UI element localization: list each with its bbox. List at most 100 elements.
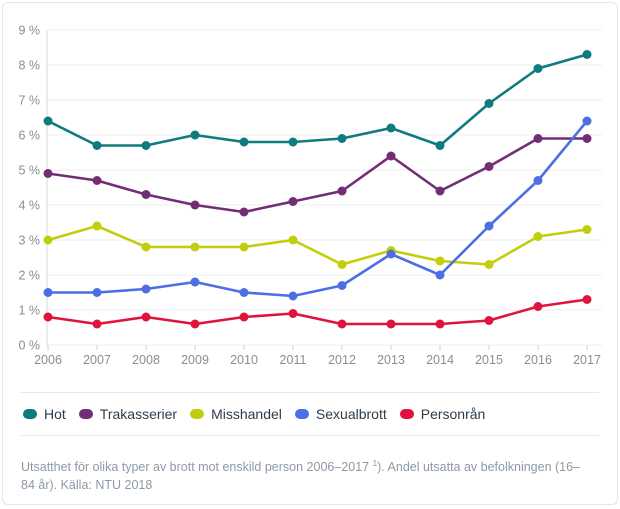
x-axis-label: 2011 (280, 353, 307, 367)
legend-swatch-trakasserier (78, 409, 93, 419)
data-point-trakasserier-2012[interactable] (337, 186, 347, 196)
chart-plot-area: 0 % 1 % 2 % 3 % 4 % 5 % 6 % 7 % 8 % 9 % 2006 2007 20… (3, 3, 617, 377)
data-point-trakasserier-2014[interactable] (435, 186, 445, 196)
data-point-hot-2008[interactable] (141, 141, 151, 150)
data-point-misshandel-2012[interactable] (337, 260, 347, 269)
data-point-personran-2012[interactable] (337, 319, 347, 329)
legend-item-sexualbrott[interactable]: Sexualbrott (294, 406, 387, 422)
legend-swatch-sexualbrott (294, 409, 309, 419)
series-line-hot (46, 53, 589, 147)
line-chart: 0 % 1 % 2 % 3 % 4 % 5 % 6 % 7 % 8 % 9 % 2006 2007 20… (18, 24, 602, 367)
data-point-sexualbrott-2017[interactable] (582, 116, 592, 126)
data-point-trakasserier-2016[interactable] (533, 134, 543, 143)
data-point-personran-2011[interactable] (288, 309, 298, 318)
x-axis-label: 2013 (377, 353, 405, 367)
data-point-hot-2015[interactable] (484, 99, 494, 108)
data-point-hot-2011[interactable] (288, 137, 298, 147)
data-point-sexualbrott-2009[interactable] (190, 277, 200, 287)
y-axis-label: 2 % (18, 269, 40, 283)
data-point-sexualbrott-2016[interactable] (533, 176, 543, 185)
data-point-misshandel-2008[interactable] (141, 242, 151, 252)
data-point-trakasserier-2007[interactable] (92, 176, 102, 185)
data-point-trakasserier-2011[interactable] (288, 197, 298, 206)
legend-item-trakasserier[interactable]: Trakasserier (78, 406, 177, 422)
data-point-personran-2014[interactable] (435, 319, 445, 329)
chart-caption: Utsatthet för olika typer av brott mot e… (21, 458, 593, 494)
data-point-personran-2010[interactable] (239, 312, 249, 322)
data-point-hot-2013[interactable] (386, 123, 396, 133)
data-point-sexualbrott-2012[interactable] (337, 281, 347, 290)
x-axis-label: 2007 (83, 353, 111, 367)
data-point-trakasserier-2009[interactable] (190, 200, 200, 210)
legend-label-hot: Hot (44, 406, 66, 422)
legend-label-personran: Personrån (420, 406, 486, 422)
data-point-misshandel-2009[interactable] (190, 242, 200, 252)
data-point-hot-2010[interactable] (239, 137, 249, 147)
data-point-hot-2017[interactable] (582, 50, 592, 59)
data-point-personran-2006[interactable] (43, 312, 53, 322)
data-point-hot-2006[interactable] (43, 116, 53, 126)
legend-item-misshandel[interactable]: Misshandel (190, 406, 282, 422)
data-point-sexualbrott-2013[interactable] (386, 249, 396, 259)
data-point-misshandel-2011[interactable] (288, 235, 298, 245)
caption-footnote-marker: 1 (372, 459, 378, 468)
data-point-personran-2016[interactable] (533, 302, 543, 311)
data-point-sexualbrott-2010[interactable] (239, 288, 249, 297)
x-axis-label: 2014 (426, 353, 454, 367)
data-point-misshandel-2007[interactable] (92, 221, 102, 231)
y-axis-label: 5 % (18, 164, 40, 178)
x-axis-label: 2016 (524, 353, 552, 367)
y-axis-label: 0 % (18, 339, 40, 353)
data-point-hot-2009[interactable] (190, 130, 200, 140)
data-point-personran-2008[interactable] (141, 312, 151, 322)
series-line-sexualbrott (46, 119, 589, 298)
data-point-hot-2016[interactable] (533, 64, 543, 73)
legend-swatch-personran (399, 409, 414, 419)
data-point-trakasserier-2017[interactable] (582, 134, 592, 143)
data-point-misshandel-2016[interactable] (533, 232, 543, 241)
data-point-trakasserier-2010[interactable] (239, 207, 249, 217)
data-point-hot-2007[interactable] (92, 141, 102, 150)
data-point-trakasserier-2006[interactable] (43, 169, 53, 178)
y-axis-label: 3 % (18, 234, 40, 248)
data-point-sexualbrott-2006[interactable] (43, 288, 53, 297)
chart-legend: Hot Trakasserier Misshandel Sexualbrott Pers… (21, 392, 599, 436)
series-line-personran (46, 298, 589, 326)
data-point-sexualbrott-2014[interactable] (435, 270, 445, 280)
legend-item-hot[interactable]: Hot (23, 406, 66, 422)
data-point-personran-2009[interactable] (190, 319, 200, 329)
legend-label-misshandel: Misshandel (211, 406, 282, 422)
data-point-sexualbrott-2007[interactable] (92, 288, 102, 297)
legend-item-personran[interactable]: Personrån (399, 406, 486, 422)
data-point-personran-2013[interactable] (386, 319, 396, 329)
data-point-misshandel-2015[interactable] (484, 260, 494, 269)
x-axis-label: 2017 (573, 353, 601, 367)
y-axis-label: 1 % (18, 304, 40, 318)
data-point-personran-2015[interactable] (484, 316, 494, 325)
data-point-personran-2007[interactable] (92, 319, 102, 329)
x-axis-label: 2015 (475, 353, 503, 367)
data-point-misshandel-2010[interactable] (239, 242, 249, 252)
data-point-personran-2017[interactable] (582, 295, 592, 304)
data-point-misshandel-2014[interactable] (435, 256, 445, 266)
y-axis-label: 7 % (18, 94, 40, 108)
data-point-trakasserier-2013[interactable] (386, 151, 396, 161)
data-point-hot-2012[interactable] (337, 134, 347, 143)
data-point-hot-2014[interactable] (435, 141, 445, 150)
y-axis-label: 9 % (18, 24, 40, 38)
series-line-misshandel (46, 224, 589, 266)
data-point-sexualbrott-2015[interactable] (484, 221, 494, 231)
data-point-trakasserier-2015[interactable] (484, 162, 494, 171)
data-point-sexualbrott-2011[interactable] (288, 291, 298, 301)
x-axis-label: 2009 (181, 353, 209, 367)
y-axis-label: 6 % (18, 129, 40, 143)
caption-text-end: ). Andel utsatta av befolkningen (16–84 … (21, 460, 581, 493)
series-line-trakasserier (46, 137, 589, 214)
data-point-misshandel-2017[interactable] (582, 225, 592, 234)
data-point-sexualbrott-2008[interactable] (141, 284, 151, 294)
data-point-trakasserier-2008[interactable] (141, 190, 151, 199)
x-axis-label: 2006 (34, 353, 62, 367)
legend-swatch-misshandel (190, 409, 205, 419)
data-point-misshandel-2006[interactable] (43, 235, 53, 245)
